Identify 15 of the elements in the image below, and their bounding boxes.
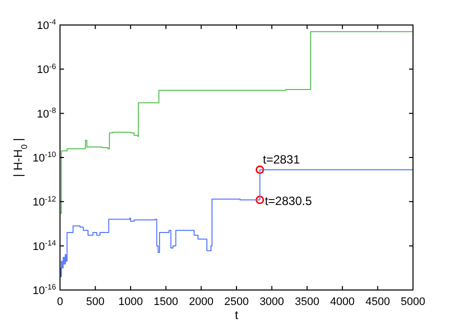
x-axis-title: t <box>234 308 239 322</box>
x-tick-label: 4500 <box>365 296 390 308</box>
y-axis-title: | H-H0 | <box>11 138 29 177</box>
x-tick-label: 2000 <box>188 296 214 308</box>
annotation: t=2830.5 <box>264 194 312 208</box>
x-tick-label: 1000 <box>118 296 143 308</box>
x-tick-label: 500 <box>86 296 104 308</box>
annotation: t=2831 <box>262 152 300 167</box>
x-tick-label: 4000 <box>330 296 355 308</box>
x-tick-label: 0 <box>56 296 64 308</box>
x-tick-label: 2500 <box>224 296 249 308</box>
x-tick-label: 3500 <box>294 296 320 308</box>
x-tick-label: 1500 <box>154 296 178 308</box>
x-tick-label: 5000 <box>400 296 426 308</box>
x-tick-label: 3000 <box>260 296 284 308</box>
